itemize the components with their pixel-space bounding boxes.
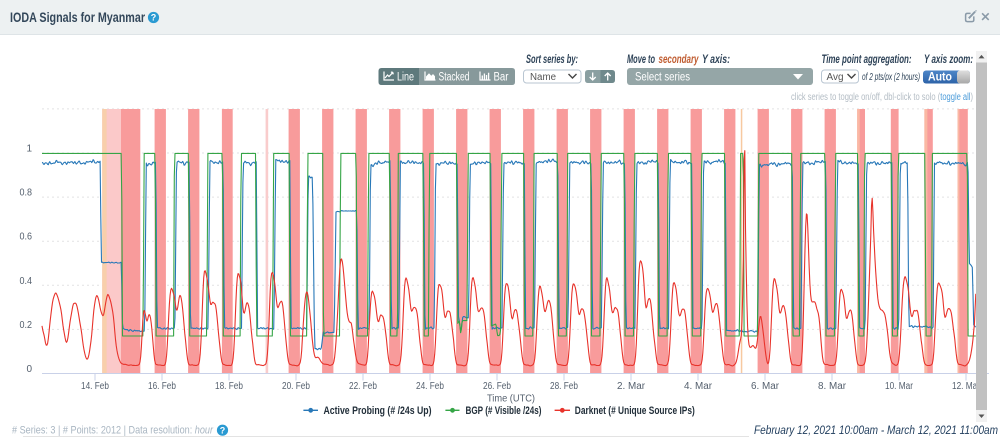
svg-text:24. Feb: 24. Feb <box>416 381 444 392</box>
svg-text:?: ? <box>220 425 226 435</box>
svg-text:6. Mar: 6. Mar <box>751 381 780 392</box>
svg-text:Select series: Select series <box>635 70 690 84</box>
svg-text:22. Feb: 22. Feb <box>349 381 377 392</box>
svg-text:Time (UTC): Time (UTC) <box>487 393 535 405</box>
svg-text:secondary: secondary <box>659 54 699 66</box>
svg-text:Move to: Move to <box>627 54 655 66</box>
svg-text:0.8: 0.8 <box>20 188 33 199</box>
svg-text:0.6: 0.6 <box>20 232 33 243</box>
svg-text:28. Feb: 28. Feb <box>550 381 578 392</box>
svg-text:16. Feb: 16. Feb <box>148 381 176 392</box>
svg-text:Y axis:: Y axis: <box>702 54 730 66</box>
svg-text:Sort series by:: Sort series by: <box>526 54 578 66</box>
svg-text:Avg: Avg <box>827 72 844 83</box>
svg-text:Y axis zoom:: Y axis zoom: <box>924 54 973 66</box>
svg-text:Bar: Bar <box>494 72 509 84</box>
svg-text:Line: Line <box>397 72 414 84</box>
svg-text:?: ? <box>151 13 157 23</box>
svg-text:4. Mar: 4. Mar <box>684 381 713 392</box>
svg-text:0: 0 <box>26 364 32 375</box>
svg-text:1: 1 <box>26 144 32 155</box>
svg-text:# Series: 3 | # Points: 2012 |: # Series: 3 | # Points: 2012 | Data reso… <box>12 425 214 437</box>
svg-text:Active Probing (# /24s Up): Active Probing (# /24s Up) <box>324 405 432 417</box>
svg-text:Stacked: Stacked <box>439 72 470 84</box>
svg-text:of 2 pts/px (2 hours): of 2 pts/px (2 hours) <box>862 72 920 83</box>
svg-text:18. Feb: 18. Feb <box>215 381 243 392</box>
svg-text:12. Mar: 12. Mar <box>952 381 981 392</box>
svg-text:8. Mar: 8. Mar <box>818 381 847 392</box>
svg-text:BGP (# Visible /24s): BGP (# Visible /24s) <box>466 405 542 417</box>
svg-text:IODA Signals for Myanmar: IODA Signals for Myanmar <box>10 10 146 25</box>
svg-text:Darknet (# Unique Source IPs): Darknet (# Unique Source IPs) <box>575 405 695 417</box>
svg-text:click series to toggle on/off,: click series to toggle on/off, dbl-click… <box>791 92 973 103</box>
svg-text:February 12, 2021 10:00am - Ma: February 12, 2021 10:00am - March 12, 20… <box>754 425 998 437</box>
svg-text:20. Feb: 20. Feb <box>282 381 310 392</box>
svg-text:Auto: Auto <box>928 72 952 84</box>
svg-text:Name: Name <box>530 72 556 83</box>
svg-text:Time point aggregation:: Time point aggregation: <box>822 54 912 66</box>
svg-text:2. Mar: 2. Mar <box>617 381 646 392</box>
svg-text:14. Feb: 14. Feb <box>81 381 109 392</box>
svg-text:0.4: 0.4 <box>20 276 33 287</box>
svg-text:26. Feb: 26. Feb <box>483 381 511 392</box>
svg-text:0.2: 0.2 <box>20 320 33 331</box>
svg-text:10. Mar: 10. Mar <box>885 381 914 392</box>
